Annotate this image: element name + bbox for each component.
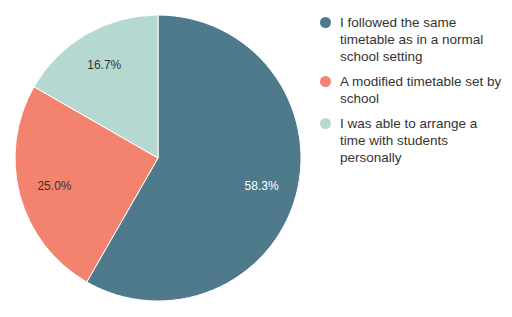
svg-text:16.7%: 16.7% [87,58,121,72]
svg-text:58.3%: 58.3% [245,179,279,193]
svg-text:25.0%: 25.0% [37,179,71,193]
html-text:A modified timetable set by sc: A modified timetable set by school [340,74,502,106]
html-text:I was able to arrange a time w: I was able to arrange a time with studen… [340,116,478,165]
html-text:I followed the same timetable: I followed the same timetable as in a no… [340,15,484,64]
